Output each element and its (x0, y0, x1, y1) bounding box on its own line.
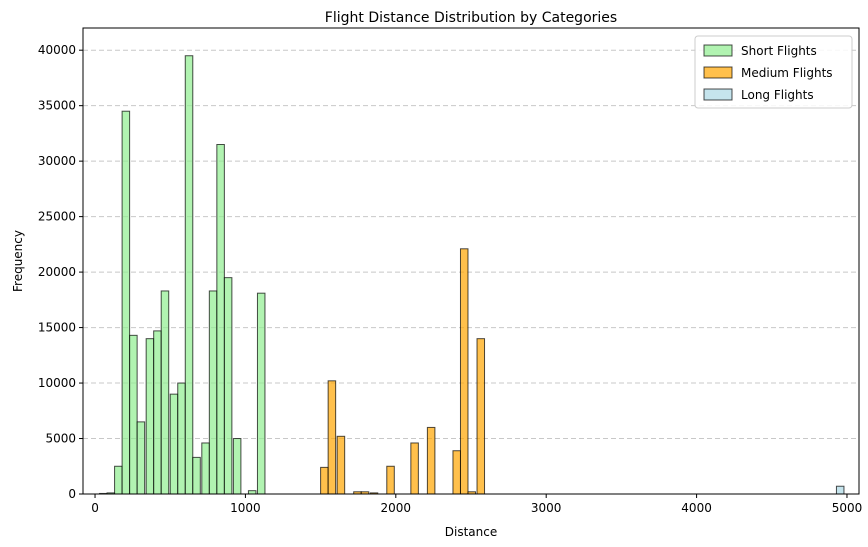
legend-label-long: Long Flights (741, 88, 814, 102)
y-tick-label: 15000 (38, 321, 76, 335)
bar-medium-flights (336, 435, 346, 495)
x-tick-label: 0 (91, 501, 99, 515)
y-tick-label: 10000 (38, 376, 76, 390)
bar-short-flights (169, 393, 179, 495)
y-axis-label: Frequency (11, 230, 25, 292)
legend-swatch-short (703, 44, 733, 57)
y-tick-label: 20000 (38, 265, 76, 279)
bar-short-flights (216, 144, 225, 495)
legend-frame (694, 35, 853, 109)
y-tick-label: 0 (68, 487, 76, 501)
bar-short-flights (184, 55, 194, 495)
bar-short-flights (208, 290, 218, 495)
y-tick-label: 5000 (45, 432, 76, 446)
bar-short-flights (201, 442, 210, 495)
chart-title: Flight Distance Distribution by Categori… (325, 10, 617, 26)
bar-long-flights (835, 485, 845, 495)
bar-short-flights (232, 438, 242, 495)
grid-lines (83, 49, 859, 495)
bar-short-flights (121, 110, 131, 495)
y-tick-label: 30000 (38, 154, 76, 168)
x-axis: 0 1000 2000 3000 4000 5000 (91, 494, 862, 515)
y-axis: 0 5000 10000 15000 20000 25000 30000 35000 40000 (38, 43, 83, 501)
plot-frame (82, 27, 860, 495)
bar-short-flights (160, 290, 170, 495)
histogram-bars (99, 55, 845, 495)
bar-short-flights (114, 465, 123, 495)
y-tick-label: 25000 (38, 210, 76, 224)
bar-medium-flights (476, 338, 486, 495)
bar-short-flights (153, 330, 162, 495)
x-axis-label: Distance (445, 525, 497, 539)
x-tick-label: 3000 (531, 501, 562, 515)
x-tick-label: 5000 (832, 501, 863, 515)
bar-medium-flights (320, 466, 329, 495)
bar-short-flights (145, 338, 155, 495)
x-tick-label: 4000 (681, 501, 712, 515)
y-tick-label: 35000 (38, 99, 76, 113)
x-tick-label: 1000 (230, 501, 261, 515)
legend-label-short: Short Flights (741, 44, 817, 58)
bar-medium-flights (452, 450, 461, 495)
bar-short-flights (223, 277, 233, 495)
bar-short-flights (256, 292, 266, 495)
bar-short-flights (177, 382, 186, 495)
x-tick-label: 2000 (381, 501, 412, 515)
bar-medium-flights (386, 465, 395, 495)
bar-short-flights (129, 334, 138, 495)
bar-short-flights (192, 456, 201, 495)
bar-medium-flights (459, 248, 469, 495)
legend: Short Flights Medium Flights Long Flight… (694, 35, 853, 109)
legend-swatch-long (703, 88, 733, 101)
legend-label-medium: Medium Flights (741, 66, 833, 80)
bar-short-flights (136, 421, 146, 495)
bar-medium-flights (426, 426, 436, 495)
bar-medium-flights (410, 442, 419, 495)
legend-swatch-medium (703, 66, 733, 79)
y-tick-label: 40000 (38, 43, 76, 57)
bar-medium-flights (327, 380, 337, 495)
